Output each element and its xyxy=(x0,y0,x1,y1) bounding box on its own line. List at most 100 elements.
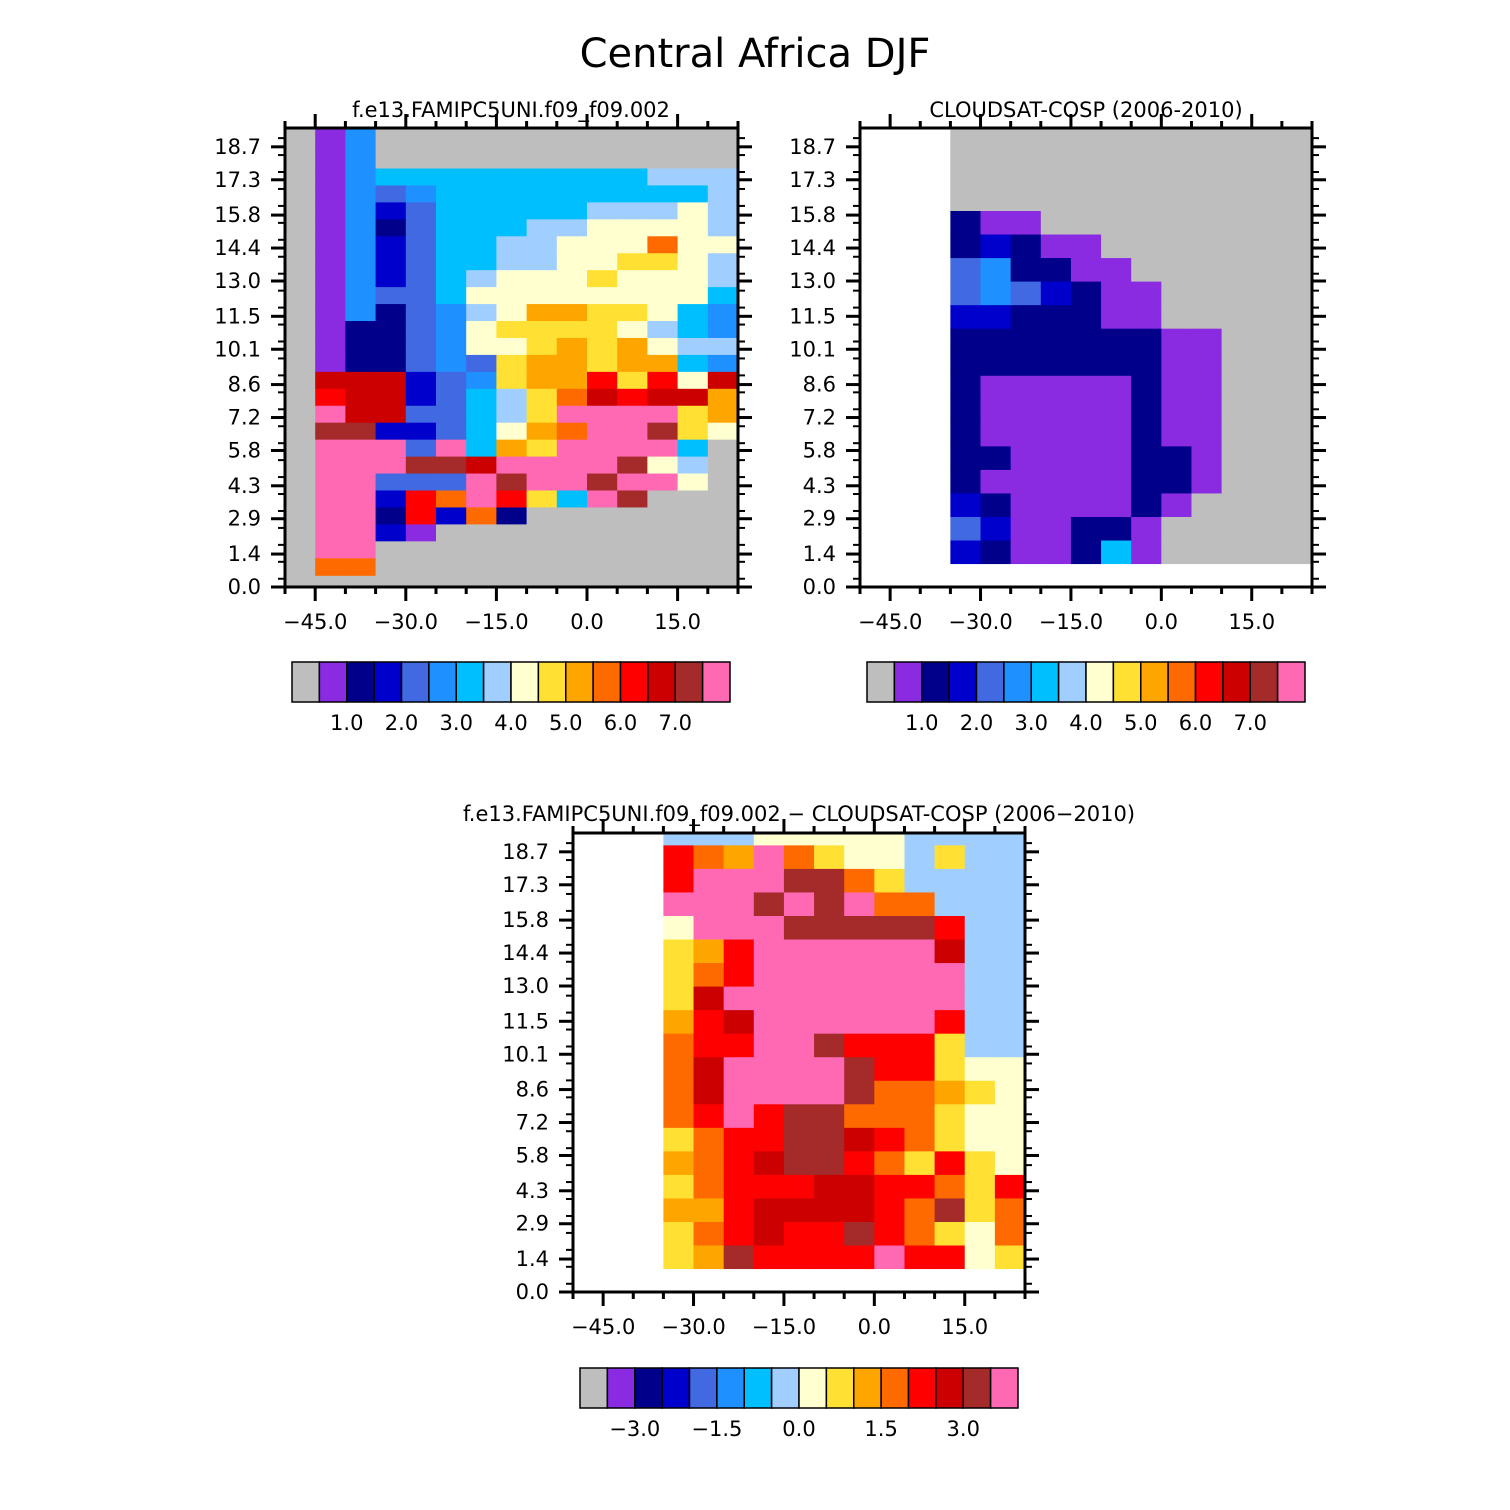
heatmap-cell xyxy=(874,938,906,964)
heatmap-cell xyxy=(617,185,648,203)
colorbar-swatch xyxy=(893,661,923,703)
heatmap-cell xyxy=(345,219,377,237)
heatmap-cell xyxy=(814,915,845,940)
heatmap-cell xyxy=(647,168,679,187)
heatmap-cell xyxy=(723,1221,755,1246)
heatmap-cell xyxy=(405,253,437,271)
heatmap-cell xyxy=(707,371,739,390)
heatmap-cell xyxy=(934,986,966,1011)
heatmap-cell xyxy=(980,539,1012,565)
heatmap-cell xyxy=(964,891,996,916)
heatmap-cell xyxy=(405,541,437,559)
heatmap-cell xyxy=(556,304,588,322)
heatmap-cell xyxy=(707,507,739,525)
heatmap-cell xyxy=(526,134,558,153)
heatmap-cell xyxy=(677,371,709,390)
heatmap-cell xyxy=(466,507,497,525)
heatmap-cell xyxy=(723,1150,755,1175)
heatmap-cell xyxy=(723,1009,755,1034)
heatmap-cell xyxy=(707,236,739,254)
heatmap-cell xyxy=(1281,445,1313,470)
heatmap-cell xyxy=(950,328,982,353)
heatmap-cell xyxy=(964,915,996,940)
heatmap-cell xyxy=(375,473,407,492)
heatmap-cell xyxy=(934,1244,966,1270)
heatmap-cell xyxy=(647,456,679,475)
heatmap-cell xyxy=(647,473,679,492)
heatmap-cell xyxy=(693,1127,725,1152)
colorbar-swatch xyxy=(537,661,567,703)
heatmap-cell xyxy=(1131,539,1162,565)
heatmap-cell xyxy=(994,1150,1026,1175)
heatmap-cell xyxy=(1191,281,1223,306)
heatmap-cell xyxy=(994,915,1026,940)
heatmap-cell xyxy=(964,1033,996,1058)
colorbar-swatch xyxy=(400,661,430,703)
heatmap-cell xyxy=(496,371,528,390)
difference-panel: f.e13.FAMIPC5UNI.f09_f09.002 − CLOUDSAT-… xyxy=(463,802,1135,1441)
y-tick-label: 17.3 xyxy=(214,168,261,192)
heatmap-cell xyxy=(844,1174,875,1199)
heatmap-cell xyxy=(783,1150,815,1175)
y-tick-label: 1.4 xyxy=(228,542,261,566)
colorbar-swatch xyxy=(1057,661,1087,703)
heatmap-cell xyxy=(723,915,755,940)
heatmap-cell xyxy=(315,202,346,220)
heatmap-cell xyxy=(677,304,709,322)
heatmap-cell xyxy=(1191,422,1223,447)
heatmap-cell xyxy=(496,287,528,305)
y-tick-label: 8.6 xyxy=(516,1078,549,1102)
heatmap-cell xyxy=(707,128,739,136)
heatmap-cell xyxy=(693,1174,725,1199)
heatmap-cell xyxy=(436,524,467,542)
heatmap-cell xyxy=(844,868,875,893)
heatmap-cell xyxy=(345,388,377,407)
heatmap-cell xyxy=(405,388,437,407)
heatmap-cell xyxy=(556,490,588,509)
heatmap-cell xyxy=(345,439,377,458)
heatmap-cell xyxy=(1070,469,1102,494)
heatmap-cell xyxy=(617,337,648,356)
heatmap-cell xyxy=(723,1244,755,1270)
heatmap-cell xyxy=(345,287,377,305)
colorbar-swatch xyxy=(1249,661,1279,703)
heatmap-cell xyxy=(315,236,346,254)
heatmap-cell xyxy=(707,541,739,559)
colorbar-swatch xyxy=(634,1367,663,1409)
heatmap-cell xyxy=(556,202,588,220)
heatmap-cell xyxy=(647,524,679,542)
heatmap-cell xyxy=(723,1080,755,1105)
heatmap-cell xyxy=(1221,281,1253,306)
heatmap-cell xyxy=(934,1174,966,1199)
heatmap-cell xyxy=(1070,328,1102,353)
heatmap-cell xyxy=(375,541,407,559)
heatmap-cell xyxy=(693,891,725,916)
heatmap-cell xyxy=(964,1197,996,1222)
heatmap-cell xyxy=(405,219,437,237)
colorbar-swatch xyxy=(907,1367,937,1409)
heatmap-cell xyxy=(1251,163,1283,188)
heatmap-cell xyxy=(723,962,755,987)
heatmap-cell xyxy=(980,328,1012,353)
heatmap-cell xyxy=(436,490,467,509)
y-tick-label: 10.1 xyxy=(214,337,261,361)
heatmap-cell xyxy=(723,868,755,893)
heatmap-cell xyxy=(436,439,467,458)
colorbar-swatch xyxy=(647,661,676,703)
heatmap-cell xyxy=(950,422,982,447)
colorbar-label: 4.0 xyxy=(494,711,527,735)
heatmap-cell xyxy=(556,270,588,288)
heatmap-cell xyxy=(617,202,648,220)
heatmap-cell xyxy=(707,168,739,187)
heatmap-cell xyxy=(1281,233,1313,259)
heatmap-cell xyxy=(496,185,528,203)
heatmap-cell xyxy=(496,304,528,322)
heatmap-cell xyxy=(1010,375,1042,400)
y-tick-label: 1.4 xyxy=(516,1247,549,1271)
heatmap-cell xyxy=(345,253,377,271)
heatmap-cell xyxy=(496,541,528,559)
heatmap-cell xyxy=(964,1244,996,1270)
heatmap-cell xyxy=(315,473,346,492)
heatmap-cell xyxy=(904,1174,936,1199)
heatmap-cell xyxy=(526,151,558,170)
